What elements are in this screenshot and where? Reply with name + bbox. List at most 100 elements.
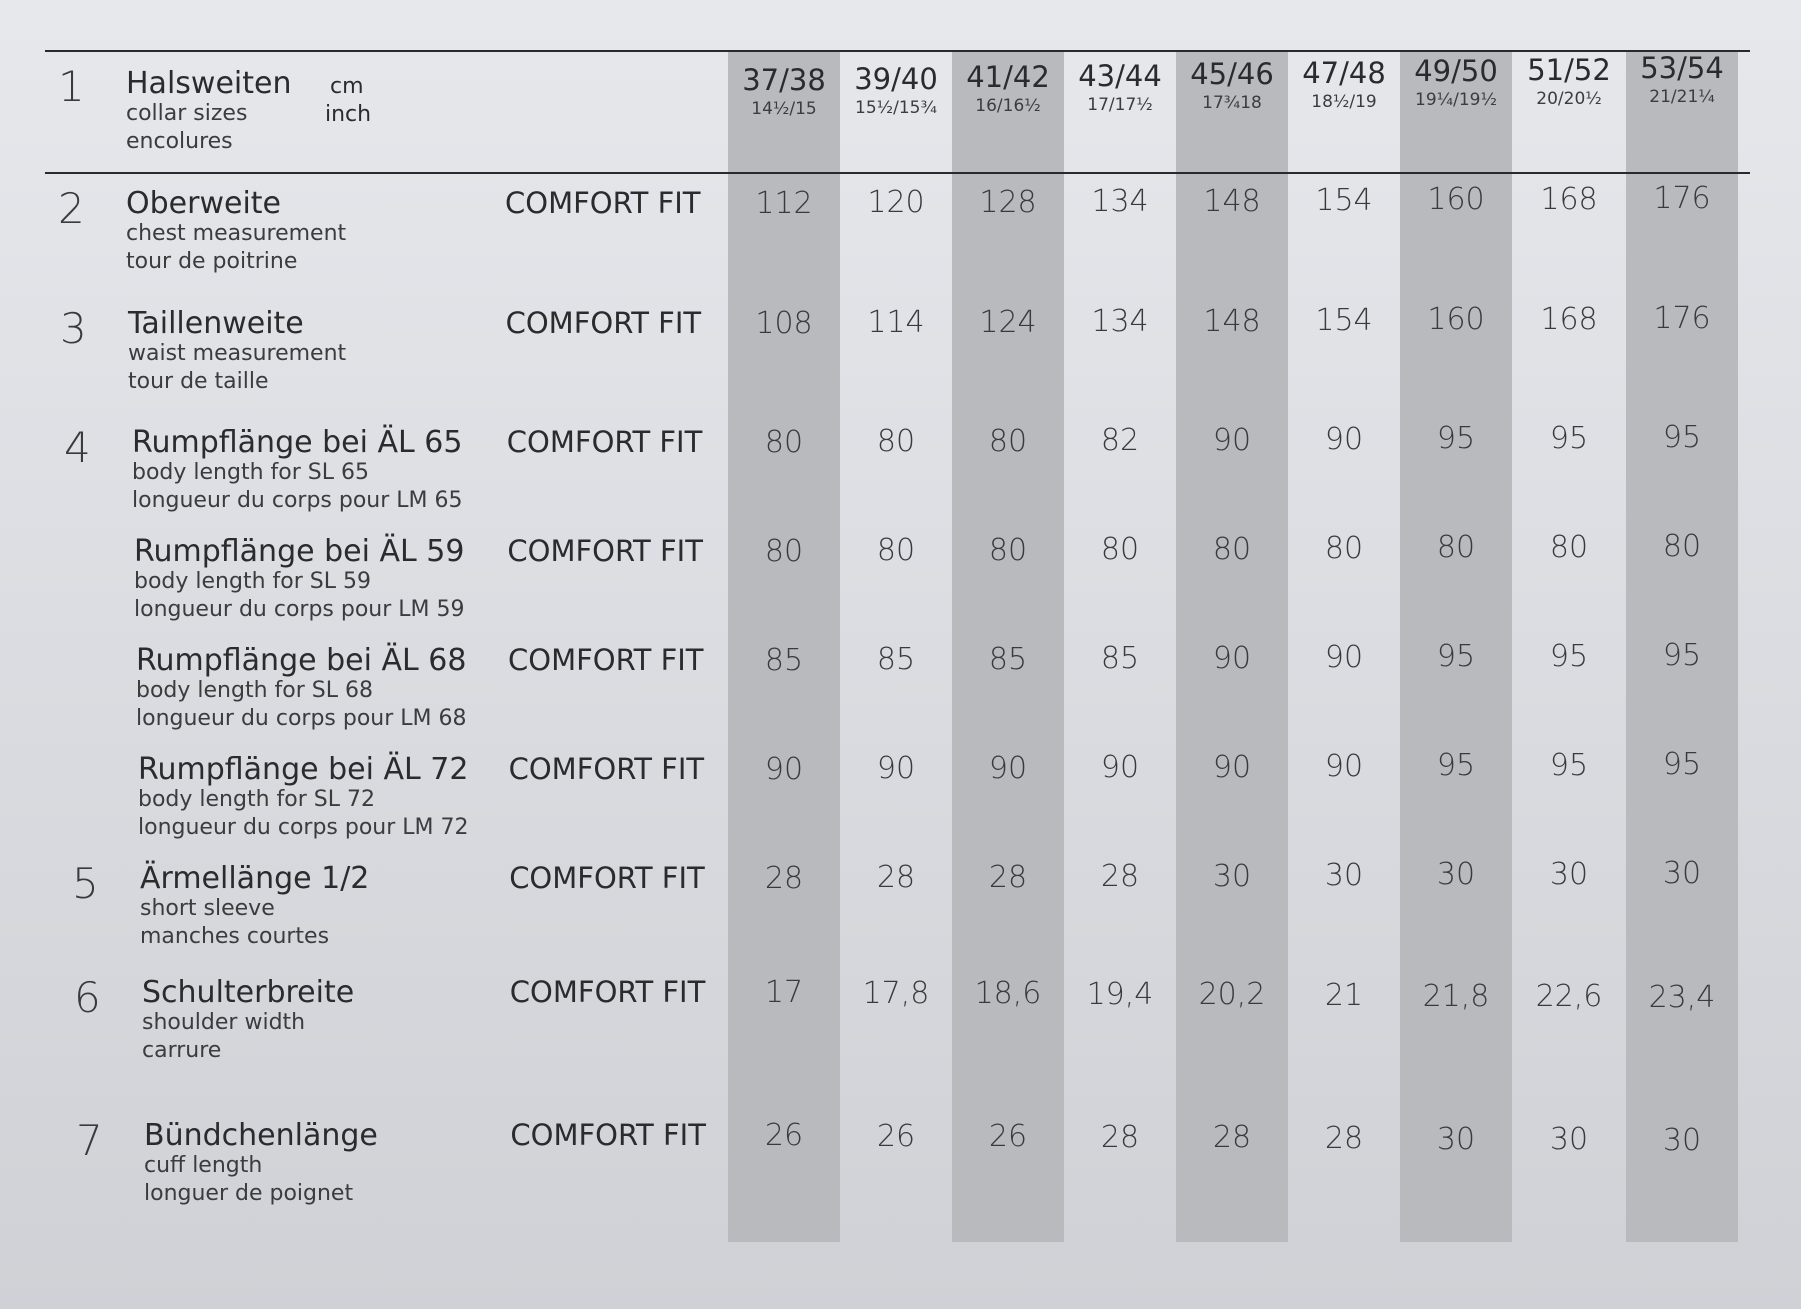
row-label-en: body length for SL 68 [136,678,373,703]
size-inch: 17¾18 [1202,93,1262,113]
table-cell: 80 [988,423,1028,459]
table-cell: 17 [764,975,804,1010]
size-cm: 53/54 [1640,51,1724,85]
table-cell: 168 [1540,181,1598,217]
header-subtitle-fr: encolures [126,129,233,154]
row-label-fr: tour de poitrine [126,249,298,274]
fit-label: COMFORT FIT [506,425,703,459]
unit-inch: inch [325,102,372,127]
table-cell: 90 [1212,640,1252,676]
table-cell: 26 [988,1119,1028,1155]
table-cell: 80 [1212,531,1252,567]
size-cm: 49/50 [1414,54,1498,88]
table-cell: 90 [1100,750,1140,786]
table-cell: 95 [1549,638,1589,674]
row-number: 6 [74,973,101,1022]
table-cell: 26 [876,1118,916,1154]
table-cell: 90 [1324,749,1364,784]
row-label-fr: longueur du corps pour LM 68 [136,706,467,731]
fit-label: COMFORT FIT [509,975,706,1009]
size-inch: 19¼/19½ [1415,90,1497,110]
table-cell: 114 [867,305,925,341]
table-cell: 95 [1436,748,1476,784]
column-band [1176,52,1288,1242]
size-header-cell: 47/48 18½/19 [1288,55,1400,113]
row-title: Rumpflänge bei ÄL 68 [136,643,467,678]
table-cell: 80 [876,424,916,460]
table-cell: 80 [764,534,804,569]
table-cell: 108 [755,306,813,341]
table-cell: 82 [1100,423,1140,459]
row-title: Bündchenlänge [144,1118,378,1153]
table-cell: 22,6 [1535,979,1603,1015]
table-cell: 30 [1662,856,1702,892]
header-rule [45,172,1750,174]
row-number: 2 [58,184,85,233]
table-cell: 95 [1662,638,1702,674]
fit-label: COMFORT FIT [505,306,702,340]
row-label-en: body length for SL 72 [138,787,375,812]
row-number: 1 [58,62,85,111]
table-cell: 30 [1436,1121,1476,1157]
table-cell: 112 [755,186,813,221]
table-cell: 148 [1203,303,1261,339]
size-header-cell: 41/42 16/16½ [952,59,1064,117]
table-cell: 30 [1662,1122,1702,1158]
row-title: Schulterbreite [142,975,355,1010]
size-cm: 37/38 [742,63,826,97]
size-inch: 18½/19 [1311,91,1377,112]
table-cell: 80 [1436,530,1476,566]
table-cell: 134 [1091,184,1149,220]
row-title: Taillenweite [128,306,304,341]
row-label-fr: longueur du corps pour LM 59 [134,597,465,622]
row-label-fr: longuer de poignet [144,1181,354,1206]
table-cell: 120 [867,185,925,221]
table-cell: 90 [1324,640,1364,675]
table-cell: 80 [764,425,804,460]
table-cell: 28 [1100,1119,1140,1155]
table-cell: 18,6 [974,976,1042,1012]
table-cell: 80 [1324,531,1364,566]
table-cell: 85 [876,642,916,678]
table-cell: 90 [876,751,916,787]
table-cell: 95 [1662,747,1702,783]
row-label-en: chest measurement [126,221,347,246]
row-title: Rumpflänge bei ÄL 72 [138,752,469,787]
table-cell: 85 [988,641,1028,677]
row-number: 4 [64,423,91,472]
table-cell: 148 [1203,183,1261,219]
size-inch: 16/16½ [975,96,1041,116]
top-rule [45,50,1750,52]
table-cell: 28 [876,860,916,896]
table-cell: 21,8 [1422,978,1490,1014]
size-cm: 51/52 [1527,52,1611,87]
size-cm: 47/48 [1302,55,1386,90]
fit-label: COMFORT FIT [510,1118,706,1152]
row-number: 7 [76,1116,103,1165]
table-cell: 80 [988,532,1028,568]
table-cell: 85 [764,643,804,678]
row-label-fr: tour de taille [128,369,269,394]
column-band [1626,52,1738,1242]
fit-label: COMFORT FIT [507,534,703,568]
table-cell: 30 [1436,857,1476,893]
unit-cm: cm [330,74,364,99]
size-cm: 41/42 [966,60,1050,94]
table-cell: 154 [1315,183,1373,218]
row-title: Rumpflänge bei ÄL 59 [134,534,465,569]
size-header-cell: 37/38 14½/15 [728,62,840,120]
table-cell: 28 [988,859,1028,895]
fit-label: COMFORT FIT [508,752,705,786]
table-cell: 85 [1100,641,1140,677]
table-cell: 80 [1549,529,1589,565]
column-band [728,52,840,1242]
table-cell: 176 [1653,181,1711,217]
table-cell: 23,4 [1648,979,1716,1015]
table-cell: 30 [1212,858,1252,894]
table-cell: 134 [1091,304,1149,340]
table-cell: 28 [1100,859,1140,895]
row-number: 3 [60,304,87,353]
size-inch: 15½/15¾ [855,97,937,118]
row-label-en: short sleeve [140,896,275,921]
